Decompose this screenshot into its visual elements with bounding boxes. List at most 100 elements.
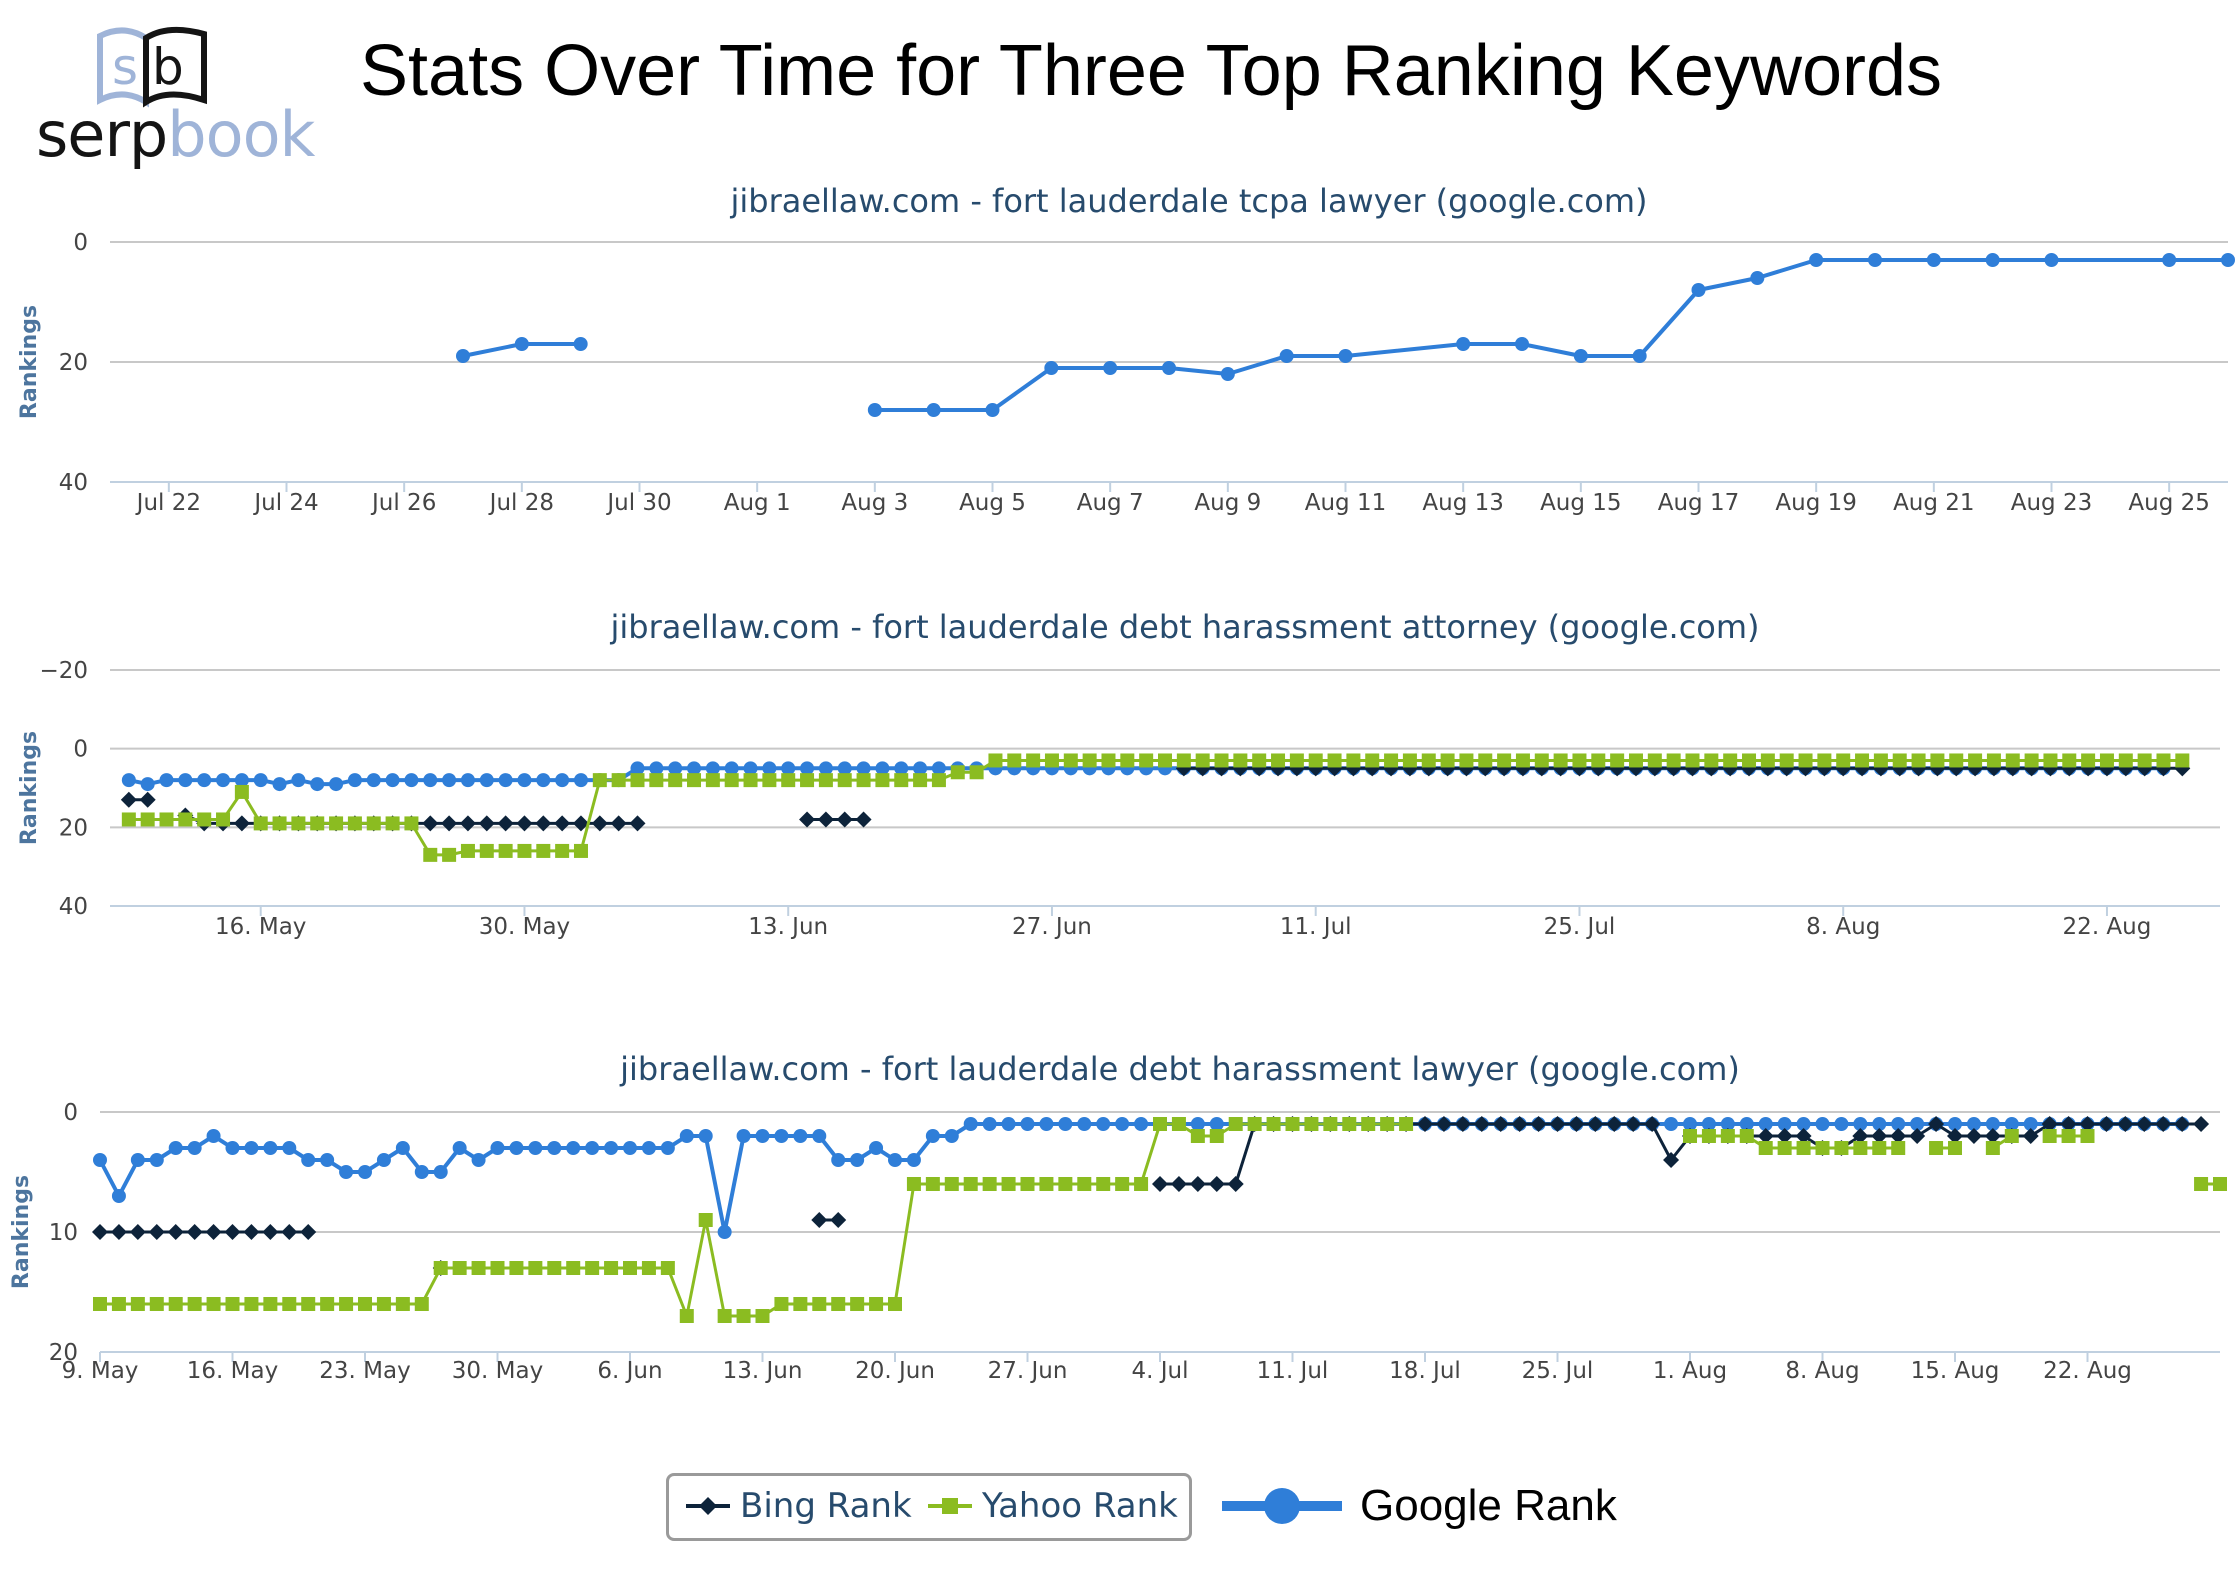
data-point[interactable] [517,773,532,788]
data-point[interactable] [931,773,946,788]
data-point[interactable] [178,773,193,788]
data-point[interactable] [566,1261,581,1275]
data-point[interactable] [1610,753,1625,768]
data-point[interactable] [1985,253,2000,267]
data-point[interactable] [1852,1128,1869,1144]
data-point[interactable] [1001,1177,1016,1191]
data-point[interactable] [528,1261,543,1275]
data-point[interactable] [1779,753,1794,768]
data-point[interactable] [2221,253,2235,267]
data-point[interactable] [888,1153,902,1167]
data-point[interactable] [793,1297,808,1311]
data-point[interactable] [1948,1141,1962,1155]
data-point[interactable] [1742,753,1757,768]
data-point[interactable] [743,773,758,788]
data-point[interactable] [2213,1177,2227,1191]
data-point[interactable] [414,1165,429,1179]
data-point[interactable] [913,773,928,788]
data-point[interactable] [649,773,664,788]
data-point[interactable] [1798,753,1813,768]
data-point[interactable] [224,1224,241,1240]
data-point[interactable] [1892,753,1907,768]
data-point[interactable] [573,337,588,351]
data-point[interactable] [1189,1176,1206,1192]
data-point[interactable] [441,815,458,832]
data-point[interactable] [92,1224,108,1240]
data-point[interactable] [339,1297,354,1311]
data-point[interactable] [604,1261,619,1275]
data-point[interactable] [1628,753,1643,768]
data-point[interactable] [793,1129,808,1143]
data-point[interactable] [1440,753,1455,768]
data-point[interactable] [366,773,381,788]
data-point[interactable] [850,1297,865,1311]
data-point[interactable] [282,1297,297,1311]
data-point[interactable] [649,761,664,776]
data-point[interactable] [931,761,946,776]
data-point[interactable] [1459,753,1474,768]
data-point[interactable] [129,1224,146,1240]
data-point[interactable] [836,811,853,828]
data-point[interactable] [875,773,890,788]
data-point[interactable] [1948,1117,1962,1131]
data-point[interactable] [2193,1116,2210,1132]
data-point[interactable] [1986,753,2001,768]
data-point[interactable] [1591,753,1606,768]
data-point[interactable] [1039,1117,1054,1131]
data-point[interactable] [1929,1141,1944,1155]
data-point[interactable] [186,1224,203,1240]
data-point[interactable] [856,761,871,776]
data-point[interactable] [818,773,833,788]
data-point[interactable] [906,1177,921,1191]
data-point[interactable] [1739,1129,1754,1143]
data-point[interactable] [442,847,457,862]
data-point[interactable] [1077,1117,1092,1131]
data-point[interactable] [490,1261,505,1275]
data-point[interactable] [514,337,529,351]
data-point[interactable] [1750,271,1765,285]
data-point[interactable] [629,815,646,832]
data-point[interactable] [234,784,249,799]
data-point[interactable] [422,815,439,832]
data-point[interactable] [1338,349,1353,363]
data-point[interactable] [1873,753,1888,768]
data-point[interactable] [2137,753,2152,768]
data-point[interactable] [867,403,882,417]
legend-item-yahoo[interactable]: Yahoo Rank [926,1486,1178,1526]
data-point[interactable] [206,1297,221,1311]
data-point[interactable] [817,811,834,828]
data-point[interactable] [1279,349,1294,363]
data-point[interactable] [799,811,816,828]
data-point[interactable] [535,815,552,832]
data-point[interactable] [1644,1116,1661,1132]
data-point[interactable] [906,1153,921,1167]
data-point[interactable] [687,773,702,788]
data-point[interactable] [216,773,231,788]
data-point[interactable] [301,1153,316,1167]
data-point[interactable] [1170,1176,1187,1192]
data-point[interactable] [1103,361,1118,375]
data-point[interactable] [1758,1117,1773,1131]
data-point[interactable] [591,815,608,832]
data-point[interactable] [1115,1177,1130,1191]
data-point[interactable] [1949,753,1964,768]
data-point[interactable] [1417,1116,1433,1132]
data-point[interactable] [423,773,438,788]
data-point[interactable] [1115,1117,1130,1131]
data-point[interactable] [1233,753,1248,768]
data-point[interactable] [479,773,494,788]
data-point[interactable] [944,1177,959,1191]
data-point[interactable] [1289,753,1304,768]
data-point[interactable] [1723,753,1738,768]
data-point[interactable] [2061,1129,2076,1143]
data-point[interactable] [159,812,174,827]
data-point[interactable] [856,773,871,788]
data-point[interactable] [837,773,852,788]
data-point[interactable] [2044,253,2059,267]
data-point[interactable] [320,1153,335,1167]
data-point[interactable] [168,1297,183,1311]
data-point[interactable] [1776,1128,1793,1144]
data-point[interactable] [395,1297,410,1311]
data-point[interactable] [149,1297,164,1311]
data-point[interactable] [755,1129,770,1143]
